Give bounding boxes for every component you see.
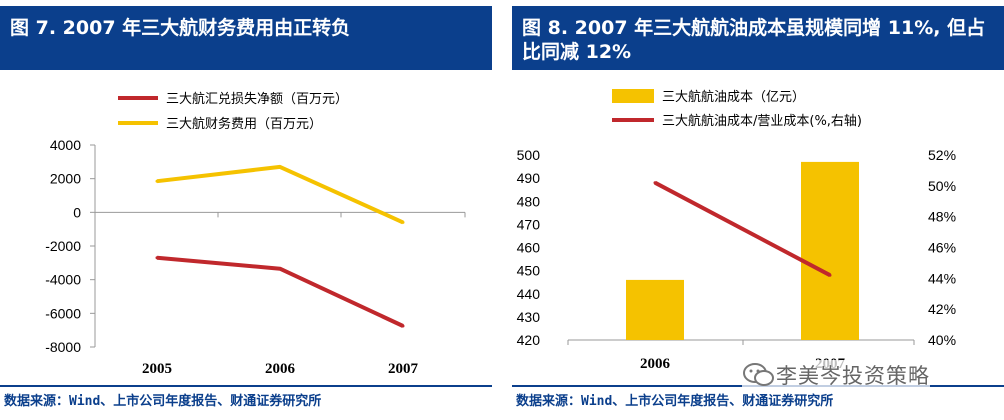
legend-line-label: 三大航航油成本/营业成本(%,右轴): [662, 113, 862, 129]
data-point: [401, 220, 405, 224]
y-left-tick-label: 470: [517, 216, 541, 232]
figure-8-source: 数据来源：Wind、上市公司年度报告、财通证券研究所: [516, 394, 834, 409]
y-left-tick-label: 440: [517, 286, 541, 302]
y-right-tick-label: 48%: [928, 209, 956, 225]
y-left-tick-label: 430: [517, 309, 541, 325]
data-point: [828, 273, 832, 277]
bar: [626, 279, 684, 340]
x-category-label: 2006: [265, 361, 296, 377]
y-right-tick-label: 50%: [928, 178, 956, 194]
x-category-label: 2006: [640, 356, 671, 372]
y-tick-label: -8000: [45, 339, 81, 355]
y-tick-label: 4000: [50, 137, 81, 153]
y-tick-label: 2000: [50, 171, 81, 187]
y-right-tick-label: 40%: [928, 332, 956, 348]
figure-7-panel: 图 7. 2007 年三大航财务费用由正转负 三大航汇兑损失净额（百万元） 三大航…: [0, 0, 492, 420]
wechat-icon: [743, 363, 774, 386]
legend-bar-label: 三大航航油成本（亿元）: [662, 89, 805, 105]
data-point: [278, 165, 282, 169]
figure-7-footer-rule: [0, 385, 492, 387]
y-tick-label: -4000: [45, 272, 81, 288]
figure-8-title: 图 8. 2007 年三大航航油成本虽规模同增 11%, 但占比同减 12%: [522, 17, 986, 63]
legend-label-1: 三大航财务费用（百万元）: [166, 116, 322, 132]
x-category-label: 2005: [142, 361, 172, 377]
figure-8-chart: 三大航航油成本（亿元） 三大航航油成本/营业成本(%,右轴) 500 490 480 47…: [517, 89, 956, 372]
data-point: [653, 181, 657, 185]
figure-7-chart: 三大航汇兑损失净额（百万元） 三大航财务费用（百万元） 4000 2000 0 -2000…: [45, 91, 466, 377]
y-left-tick-label: 460: [517, 240, 541, 256]
legend-bar-swatch: [612, 89, 654, 103]
figure-7-header: 图 7. 2007 年三大航财务费用由正转负: [0, 6, 492, 70]
x-category-label: 2007: [388, 361, 419, 377]
y-right-tick-label: 46%: [928, 240, 956, 256]
ratio-line: [654, 180, 831, 277]
watermark: 李美岑投资策略: [742, 360, 930, 390]
y-right-tick-label: 52%: [928, 147, 956, 163]
data-point: [155, 179, 159, 183]
watermark-text: 李美岑投资策略: [776, 364, 930, 388]
y-tick-label: 0: [73, 204, 81, 220]
y-right-tick-label: 44%: [928, 270, 956, 286]
y-left-tick-label: 420: [517, 332, 541, 348]
figure-7-source: 数据来源：Wind、上市公司年度报告、财通证券研究所: [4, 394, 322, 409]
y-left-tick-label: 450: [517, 263, 541, 279]
y-tick-label: -2000: [45, 238, 81, 254]
legend-label-0: 三大航汇兑损失净额（百万元）: [166, 91, 348, 107]
y-left-tick-label: 490: [517, 170, 541, 186]
y-right-tick-label: 42%: [928, 301, 956, 317]
figure-8-header: 图 8. 2007 年三大航航油成本虽规模同增 11%, 但占比同减 12%: [512, 6, 1004, 70]
data-point: [401, 324, 405, 328]
bar: [801, 161, 859, 340]
data-point: [278, 267, 282, 271]
y-left-tick-label: 480: [517, 193, 541, 209]
figure-8-panel: 图 8. 2007 年三大航航油成本虽规模同增 11%, 但占比同减 12% 三…: [512, 0, 1004, 420]
figure-7-title: 图 7. 2007 年三大航财务费用由正转负: [10, 17, 351, 39]
series-line-1: [156, 164, 404, 225]
y-tick-label: -6000: [45, 305, 81, 321]
data-point: [155, 256, 159, 260]
y-left-tick-label: 500: [517, 147, 541, 163]
